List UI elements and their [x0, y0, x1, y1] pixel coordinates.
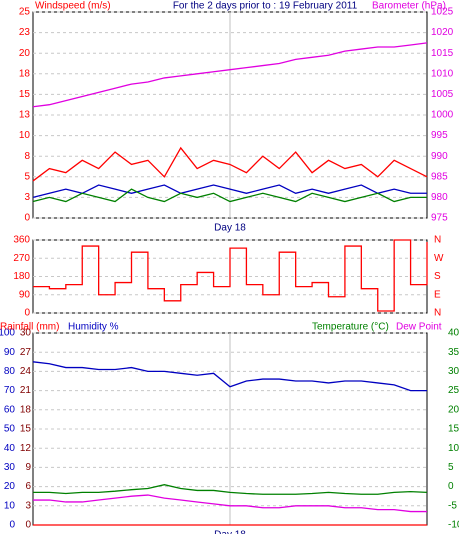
y-tick-label: 12 — [20, 443, 32, 454]
series-label: Temperature (°C) — [312, 322, 389, 333]
y-tick-label: 18 — [19, 68, 31, 79]
y2-tick-label: 985 — [431, 171, 448, 182]
y-tick-label: 8 — [24, 151, 30, 162]
series-label: Rainfall (mm) — [0, 322, 59, 333]
y-tick-label: 6 — [25, 481, 31, 492]
y2-tick-label: S — [434, 271, 441, 282]
y2-tick-label: 40 — [448, 328, 459, 339]
series-line — [32, 146, 428, 182]
y-tick-label: 9 — [25, 462, 31, 473]
y2-tick-label: 0 — [448, 481, 454, 492]
y-tick-label: 0 — [24, 308, 30, 319]
y-tick-label: 360 — [13, 235, 30, 246]
y-tick-label: 0 — [25, 520, 31, 531]
y2-tick-label: 1000 — [431, 110, 454, 121]
series-line — [33, 239, 428, 312]
y-tick-label: 27 — [20, 347, 32, 358]
y2-tick-label: E — [434, 289, 441, 300]
y-tick-label: 3 — [25, 500, 31, 511]
y3-tick-label: 20 — [4, 481, 16, 492]
y-tick-label: 180 — [13, 271, 30, 282]
y3-tick-label: 30 — [4, 462, 16, 473]
series-line — [32, 184, 427, 199]
y3-tick-label: 80 — [4, 366, 16, 377]
series-label: Dew Point — [396, 322, 442, 333]
y-tick-label: 15 — [19, 89, 31, 100]
y-tick-label: 18 — [20, 404, 32, 415]
series-label: Humidity % — [68, 322, 119, 333]
y2-tick-label: 975 — [431, 213, 448, 224]
y-tick-label: 30 — [20, 328, 32, 339]
y2-tick-label: 1010 — [431, 68, 454, 79]
y2-tick-label: N — [434, 308, 441, 319]
series-line — [32, 188, 427, 203]
y2-tick-label: 15 — [448, 424, 459, 435]
y-tick-label: 3 — [24, 192, 30, 203]
y-tick-label: 20 — [19, 48, 31, 59]
x-tick-label: Day 18 — [214, 223, 246, 234]
y3-tick-label: 70 — [4, 385, 16, 396]
y2-tick-label: 980 — [431, 192, 448, 203]
y2-tick-label: 20 — [448, 404, 459, 415]
series-line — [33, 494, 427, 513]
x-tick-label: Day 18 — [214, 530, 246, 534]
y-tick-label: 0 — [24, 213, 30, 224]
series-line — [32, 42, 428, 108]
y-tick-label: 270 — [13, 253, 30, 264]
y2-tick-label: 1005 — [431, 89, 454, 100]
chart-title: For the 2 days prior to : 19 February 20… — [173, 1, 358, 12]
y-tick-label: 10 — [19, 130, 31, 141]
y3-tick-label: 90 — [4, 347, 16, 358]
y2-tick-label: 1020 — [431, 27, 454, 38]
y-tick-label: 24 — [20, 366, 32, 377]
y2-tick-label: 995 — [431, 130, 448, 141]
y3-tick-label: 60 — [4, 404, 16, 415]
y-tick-label: 5 — [24, 171, 30, 182]
y-tick-label: 15 — [20, 424, 32, 435]
y3-tick-label: 40 — [4, 443, 16, 454]
series-label: Barometer (hPa) — [372, 1, 446, 12]
y2-tick-label: 25 — [448, 385, 459, 396]
y-tick-label: 13 — [19, 110, 31, 121]
y3-tick-label: 100 — [0, 328, 15, 339]
y2-tick-label: 1015 — [431, 48, 454, 59]
y2-tick-label: 10 — [448, 443, 459, 454]
y2-tick-label: 35 — [448, 347, 459, 358]
y-tick-label: 90 — [19, 289, 31, 300]
y2-tick-label: N — [434, 235, 441, 246]
y-tick-label: 21 — [20, 385, 32, 396]
y3-tick-label: 50 — [4, 424, 16, 435]
y-tick-label: 23 — [19, 27, 31, 38]
y-tick-label: 25 — [19, 7, 31, 18]
y3-tick-label: 0 — [9, 520, 15, 531]
y2-tick-label: 30 — [448, 366, 459, 377]
y2-tick-label: -5 — [448, 500, 457, 511]
y2-tick-label: 1025 — [431, 7, 454, 18]
y2-tick-label: W — [434, 253, 444, 264]
y3-tick-label: 10 — [4, 500, 16, 511]
y2-tick-label: 5 — [448, 462, 454, 473]
y2-tick-label: -10 — [448, 520, 459, 531]
series-line — [32, 361, 427, 392]
y2-tick-label: 990 — [431, 151, 448, 162]
series-label: Windspeed (m/s) — [35, 1, 111, 12]
series-line — [33, 484, 428, 495]
